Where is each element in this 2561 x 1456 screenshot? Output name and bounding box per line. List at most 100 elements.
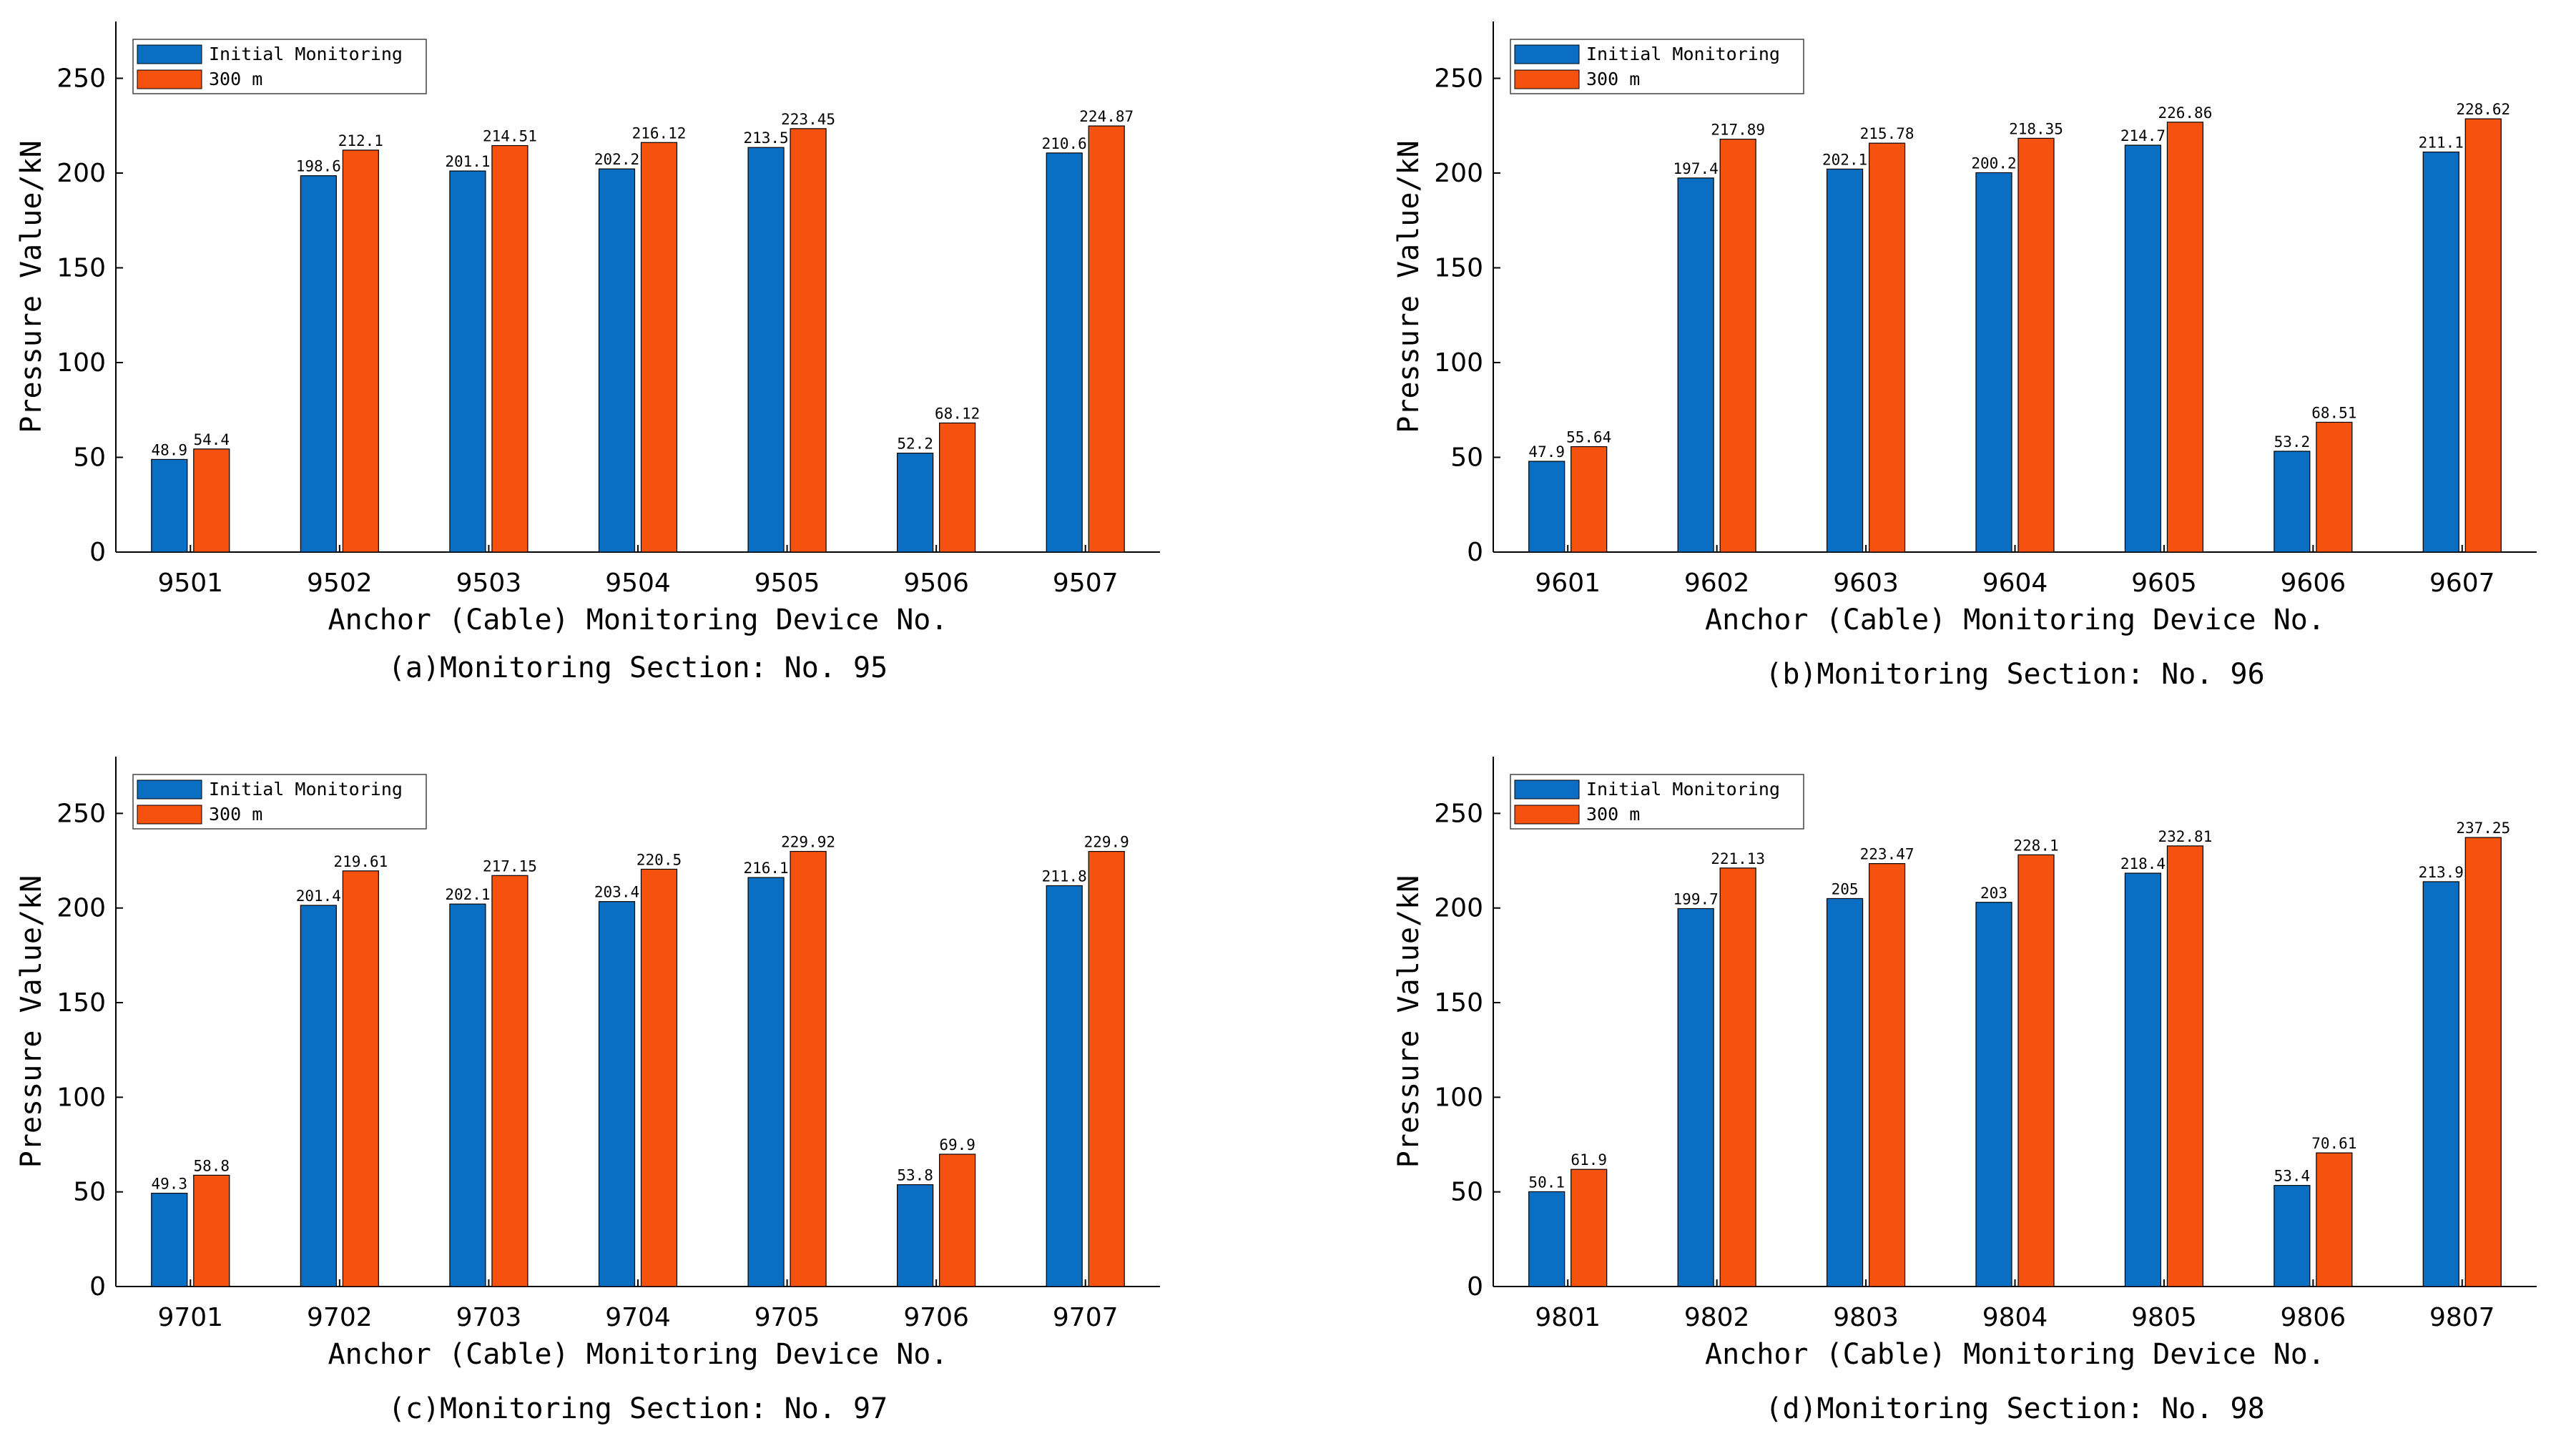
y-tick-label: 250 <box>1434 64 1483 94</box>
data-label: 221.13 <box>1711 850 1765 867</box>
legend: Initial Monitoring 300 m <box>1510 774 1804 830</box>
data-label: 202.1 <box>1822 151 1867 168</box>
data-label: 203 <box>1980 885 2007 902</box>
data-label: 214.7 <box>2120 127 2166 144</box>
y-tick-label: 100 <box>56 1083 106 1112</box>
legend-swatch-300m <box>1514 805 1580 825</box>
bar-300m-9707 <box>1088 850 1125 1287</box>
legend-label: 300 m <box>1586 804 1640 825</box>
bar-300m-9504 <box>640 142 678 553</box>
bar-300m-9503 <box>491 144 529 553</box>
legend: Initial Monitoring 300 m <box>132 774 427 830</box>
data-label: 205 <box>1832 880 1859 897</box>
legend-swatch-initial <box>137 44 202 64</box>
x-tick-label: 9801 <box>1535 1303 1601 1332</box>
legend-label: 300 m <box>1586 69 1640 89</box>
data-label: 220.5 <box>636 851 682 868</box>
bar-initial-9506 <box>897 453 934 553</box>
y-tick-label: 0 <box>1467 1272 1483 1302</box>
data-label: 53.8 <box>897 1167 933 1184</box>
y-tick-label: 0 <box>89 538 106 567</box>
x-tick-label: 9806 <box>2281 1303 2346 1332</box>
data-label: 50.1 <box>1528 1174 1565 1191</box>
data-label: 55.64 <box>1566 429 1611 446</box>
legend-label: 300 m <box>209 69 262 89</box>
bar-initial-9701 <box>151 1192 188 1287</box>
legend-swatch-300m <box>137 805 202 825</box>
y-tick-label: 50 <box>1450 443 1483 473</box>
legend-swatch-initial <box>1514 779 1580 800</box>
bar-300m-9801 <box>1570 1169 1608 1287</box>
x-tick-label: 9607 <box>2429 569 2495 598</box>
data-label: 216.12 <box>632 124 687 142</box>
legend-label: Initial Monitoring <box>1586 44 1780 64</box>
bar-initial-9507 <box>1046 152 1083 553</box>
bar-300m-9705 <box>790 850 827 1287</box>
bar-300m-9807 <box>2464 837 2502 1287</box>
y-tick-label: 0 <box>89 1272 106 1302</box>
bar-300m-9704 <box>640 868 678 1287</box>
data-label: 213.9 <box>2419 864 2464 881</box>
x-tick-label: 9606 <box>2281 569 2346 598</box>
y-tick-label: 100 <box>56 348 106 378</box>
data-label: 198.6 <box>296 158 341 175</box>
bar-initial-9807 <box>2422 881 2459 1287</box>
data-label: 197.4 <box>1673 160 1719 177</box>
legend-label: 300 m <box>209 804 262 825</box>
data-label: 52.2 <box>897 436 933 453</box>
data-label: 68.51 <box>2311 404 2356 421</box>
bar-initial-9706 <box>897 1184 934 1287</box>
bar-initial-9703 <box>449 903 486 1287</box>
x-tick-label: 9503 <box>456 569 522 598</box>
bar-300m-9505 <box>790 128 827 553</box>
bar-initial-9602 <box>1677 177 1714 553</box>
data-label: 228.1 <box>2013 837 2058 854</box>
bar-300m-9802 <box>1719 867 1756 1287</box>
x-tick-label: 9805 <box>2131 1303 2197 1332</box>
x-tick-label: 9502 <box>307 569 373 598</box>
data-label: 200.2 <box>1971 154 2016 172</box>
data-label: 215.78 <box>1860 125 1914 142</box>
data-label: 202.1 <box>445 886 490 903</box>
data-label: 229.9 <box>1084 834 1129 851</box>
data-label: 70.61 <box>2311 1135 2356 1152</box>
bar-initial-9804 <box>1975 902 2012 1287</box>
bar-300m-9703 <box>491 875 529 1287</box>
y-tick-label: 250 <box>1434 799 1483 828</box>
bar-300m-9701 <box>193 1174 230 1287</box>
x-tick-label: 9702 <box>307 1303 373 1332</box>
x-tick-label: 9603 <box>1833 569 1899 598</box>
x-tick-label: 9802 <box>1684 1303 1750 1332</box>
x-tick-label: 9705 <box>754 1303 820 1332</box>
x-tick-label: 9706 <box>903 1303 969 1332</box>
x-tick-label: 9604 <box>1982 569 2048 598</box>
data-label: 47.9 <box>1528 443 1565 461</box>
x-tick-label: 9602 <box>1684 569 1750 598</box>
data-label: 232.81 <box>2158 828 2212 845</box>
y-tick-label: 200 <box>1434 894 1483 923</box>
data-label: 48.9 <box>151 441 187 458</box>
x-tick-label: 9807 <box>2429 1303 2495 1332</box>
data-label: 203.4 <box>594 884 639 901</box>
data-label: 214.51 <box>483 128 537 145</box>
bar-300m-9805 <box>2166 845 2204 1287</box>
data-label: 53.4 <box>2274 1168 2311 1185</box>
bar-initial-9803 <box>1826 897 1864 1287</box>
y-axis-title: Pressure Value/kN <box>1392 140 1425 433</box>
data-label: 54.4 <box>193 431 230 448</box>
y-tick-label: 200 <box>56 894 106 923</box>
data-label: 199.7 <box>1673 891 1719 908</box>
data-label: 212.1 <box>338 132 383 149</box>
data-label: 58.8 <box>193 1157 230 1174</box>
bar-initial-9606 <box>2274 451 2311 553</box>
data-label: 217.89 <box>1711 122 1765 139</box>
y-axis-title: Pressure Value/kN <box>15 140 48 433</box>
bar-initial-9801 <box>1528 1191 1565 1287</box>
data-label: 213.5 <box>743 129 788 147</box>
bar-initial-9705 <box>747 877 785 1287</box>
y-tick-label: 250 <box>56 799 106 828</box>
bar-300m-9507 <box>1088 125 1125 553</box>
data-label: 217.15 <box>483 857 537 875</box>
y-axis-title: Pressure Value/kN <box>1392 875 1425 1168</box>
